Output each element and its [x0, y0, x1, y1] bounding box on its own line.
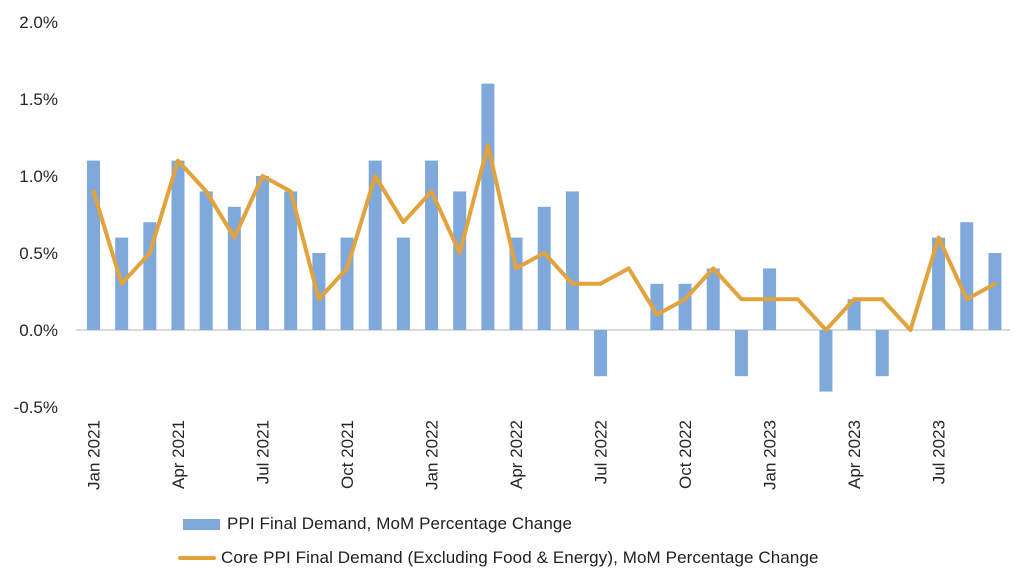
bar-dec-2022: [734, 330, 748, 377]
bar-apr-2023: [847, 299, 861, 330]
bar-jul-2022: [594, 330, 608, 377]
bar-may-2023: [875, 330, 889, 377]
bar-nov-2021: [368, 160, 382, 330]
bar-sep-2023: [988, 253, 1002, 330]
y-axis-tick-label: 1.5%: [19, 90, 58, 109]
x-axis-tick-label: Apr 2022: [507, 420, 526, 489]
x-axis-tick-label: Oct 2022: [676, 420, 695, 489]
legend-label-core-ppi: Core PPI Final Demand (Excluding Food & …: [221, 548, 819, 567]
y-axis-tick-label: -0.5%: [14, 398, 58, 417]
bar-may-2021: [199, 191, 213, 330]
y-axis-tick-label: 0.5%: [19, 244, 58, 263]
bar-jun-2022: [565, 191, 579, 330]
x-axis-tick-label: Jul 2022: [592, 420, 611, 484]
bar-dec-2021: [396, 237, 410, 330]
bar-jun-2021: [227, 206, 241, 330]
plot-area: 2.0% 1.5% 1.0% 0.5% 0.0% -0.5% Jan 2021 Apr 202…: [14, 13, 1010, 490]
y-axis-tick-label: 1.0%: [19, 167, 58, 186]
bar-apr-2021: [171, 160, 185, 330]
y-axis-tick-label: 2.0%: [19, 13, 58, 32]
x-axis-tick-label: Apr 2021: [169, 420, 188, 489]
bar-mar-2022: [481, 83, 495, 330]
x-axis-tick-label: Jul 2023: [930, 420, 949, 484]
bar-jan-2021: [87, 160, 100, 330]
bar-may-2022: [537, 206, 551, 330]
blue-bar-swatch-icon: [183, 518, 220, 530]
bar-mar-2023: [819, 330, 833, 392]
bar-jan-2022: [425, 160, 439, 330]
legend-item-ppi-final-demand: PPI Final Demand, MoM Percentage Change: [183, 514, 572, 534]
orange-line-swatch-icon: [178, 556, 216, 560]
bar-nov-2022: [706, 268, 720, 330]
legend-label-ppi-final-demand: PPI Final Demand, MoM Percentage Change: [227, 514, 573, 533]
bar-jul-2023: [932, 237, 946, 330]
legend-item-core-ppi: Core PPI Final Demand (Excluding Food & …: [178, 548, 819, 568]
x-axis-tick-label: Jul 2021: [254, 420, 273, 484]
x-axis-tick-label: Jan 2023: [761, 420, 780, 490]
core-ppi-line: [91, 143, 997, 332]
bar-aug-2021: [284, 191, 298, 330]
x-axis-tick-label: Jan 2022: [423, 420, 442, 490]
x-axis-tick-label: Jan 2021: [85, 420, 104, 490]
x-axis-tick-label: Oct 2021: [338, 420, 357, 489]
bar-sep-2022: [650, 283, 664, 330]
y-axis-tick-label: 0.0%: [19, 321, 58, 340]
bar-aug-2023: [960, 222, 974, 330]
bar-oct-2022: [678, 283, 692, 330]
x-axis-tick-label: Apr 2023: [845, 420, 864, 489]
bar-jul-2021: [256, 176, 270, 330]
bar-feb-2022: [453, 191, 467, 330]
